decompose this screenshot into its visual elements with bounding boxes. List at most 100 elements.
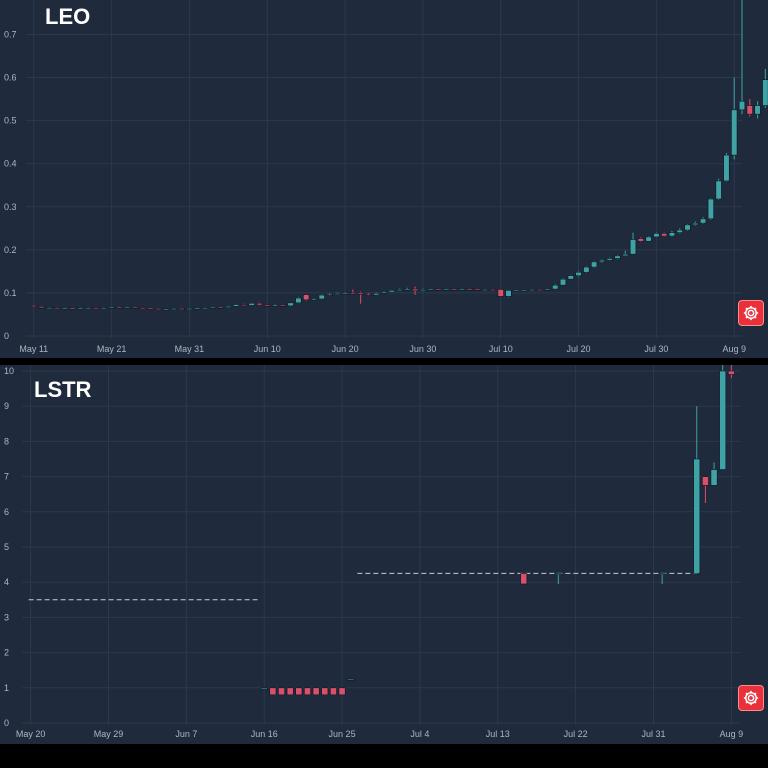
candle-body bbox=[701, 476, 709, 486]
candle-body bbox=[497, 289, 504, 297]
candle bbox=[622, 250, 629, 257]
leo-settings-button[interactable] bbox=[738, 300, 764, 326]
candle-body bbox=[279, 304, 286, 307]
candle-body bbox=[92, 307, 100, 310]
candle bbox=[450, 288, 458, 291]
candle-body bbox=[77, 307, 84, 310]
candle bbox=[286, 687, 294, 696]
candle-body bbox=[225, 305, 232, 308]
candle bbox=[629, 232, 637, 255]
candle-body bbox=[559, 278, 567, 286]
candle-body bbox=[661, 233, 668, 237]
candle bbox=[427, 288, 434, 291]
candle-body bbox=[100, 307, 107, 310]
candle bbox=[30, 305, 37, 308]
candle bbox=[489, 289, 497, 291]
y-tick-label: 6 bbox=[4, 507, 9, 517]
candle bbox=[225, 305, 232, 308]
candle bbox=[194, 307, 201, 310]
candle-body bbox=[108, 306, 115, 309]
candle-body bbox=[762, 79, 768, 106]
candle-body bbox=[240, 304, 248, 307]
candle-body bbox=[278, 687, 285, 696]
candle-body bbox=[330, 687, 337, 696]
candle bbox=[256, 302, 263, 306]
candle-body bbox=[260, 687, 268, 690]
y-tick-label: 1 bbox=[4, 683, 9, 693]
candle-body bbox=[338, 687, 346, 696]
x-tick-label: May 20 bbox=[16, 729, 46, 739]
candle-body bbox=[450, 288, 458, 291]
candle bbox=[380, 291, 388, 294]
candle bbox=[217, 306, 224, 309]
x-tick-label: Jul 22 bbox=[564, 729, 588, 739]
candle-body bbox=[248, 302, 255, 306]
candle-body bbox=[513, 289, 520, 292]
candle-body bbox=[719, 370, 727, 470]
candle bbox=[520, 289, 528, 292]
candle bbox=[260, 687, 268, 690]
candle bbox=[108, 306, 115, 309]
candle bbox=[248, 302, 255, 306]
candle-body bbox=[693, 458, 701, 574]
candle bbox=[710, 462, 718, 486]
candle-body bbox=[365, 293, 372, 296]
candle-body bbox=[520, 289, 528, 292]
candle bbox=[271, 304, 279, 307]
leo-title: LEO bbox=[45, 4, 91, 29]
candle bbox=[528, 289, 535, 291]
candle bbox=[684, 224, 691, 231]
candle-body bbox=[30, 305, 37, 308]
candle bbox=[349, 289, 356, 295]
candle bbox=[365, 292, 372, 296]
candle bbox=[746, 99, 753, 117]
y-tick-label: 5 bbox=[4, 542, 9, 552]
candle bbox=[100, 307, 107, 310]
candle-body bbox=[505, 290, 512, 297]
x-tick-label: May 31 bbox=[175, 344, 205, 354]
x-tick-label: Jun 7 bbox=[175, 729, 197, 739]
candle bbox=[536, 289, 543, 291]
candle bbox=[693, 406, 701, 574]
candle bbox=[419, 288, 427, 292]
gear-icon bbox=[743, 690, 759, 706]
candle bbox=[139, 307, 146, 310]
candle bbox=[567, 274, 574, 280]
y-tick-label: 7 bbox=[4, 472, 9, 482]
x-tick-label: Jun 16 bbox=[251, 729, 278, 739]
candle bbox=[552, 284, 559, 290]
candle bbox=[699, 217, 707, 224]
candle bbox=[61, 307, 69, 310]
candle bbox=[318, 294, 325, 300]
candle bbox=[614, 255, 621, 260]
candle-body bbox=[341, 292, 349, 295]
candle bbox=[606, 257, 613, 262]
candle bbox=[201, 307, 209, 310]
candle bbox=[513, 289, 520, 292]
candle-body bbox=[61, 307, 69, 310]
candle bbox=[738, 0, 746, 115]
candle bbox=[731, 77, 738, 160]
candle-body bbox=[303, 294, 310, 301]
candle-body bbox=[326, 293, 333, 296]
y-tick-label: 0.3 bbox=[4, 202, 17, 212]
candle bbox=[330, 687, 337, 696]
candle-body bbox=[209, 306, 216, 309]
candle bbox=[637, 237, 644, 243]
candle-body bbox=[388, 290, 395, 293]
candle-body bbox=[116, 306, 123, 309]
candle bbox=[347, 678, 355, 681]
candle-body bbox=[295, 687, 303, 696]
candle bbox=[334, 292, 341, 295]
lstr-settings-button[interactable] bbox=[738, 685, 764, 711]
candle bbox=[240, 303, 248, 307]
candle-body bbox=[606, 258, 613, 261]
candle bbox=[554, 573, 562, 584]
candle bbox=[661, 232, 668, 237]
lstr-title: LSTR bbox=[34, 377, 92, 402]
candle-body bbox=[715, 180, 722, 200]
candle-body bbox=[427, 288, 434, 291]
candle-body bbox=[554, 573, 562, 575]
gear-icon bbox=[743, 305, 759, 321]
y-tick-label: 0.1 bbox=[4, 288, 17, 298]
